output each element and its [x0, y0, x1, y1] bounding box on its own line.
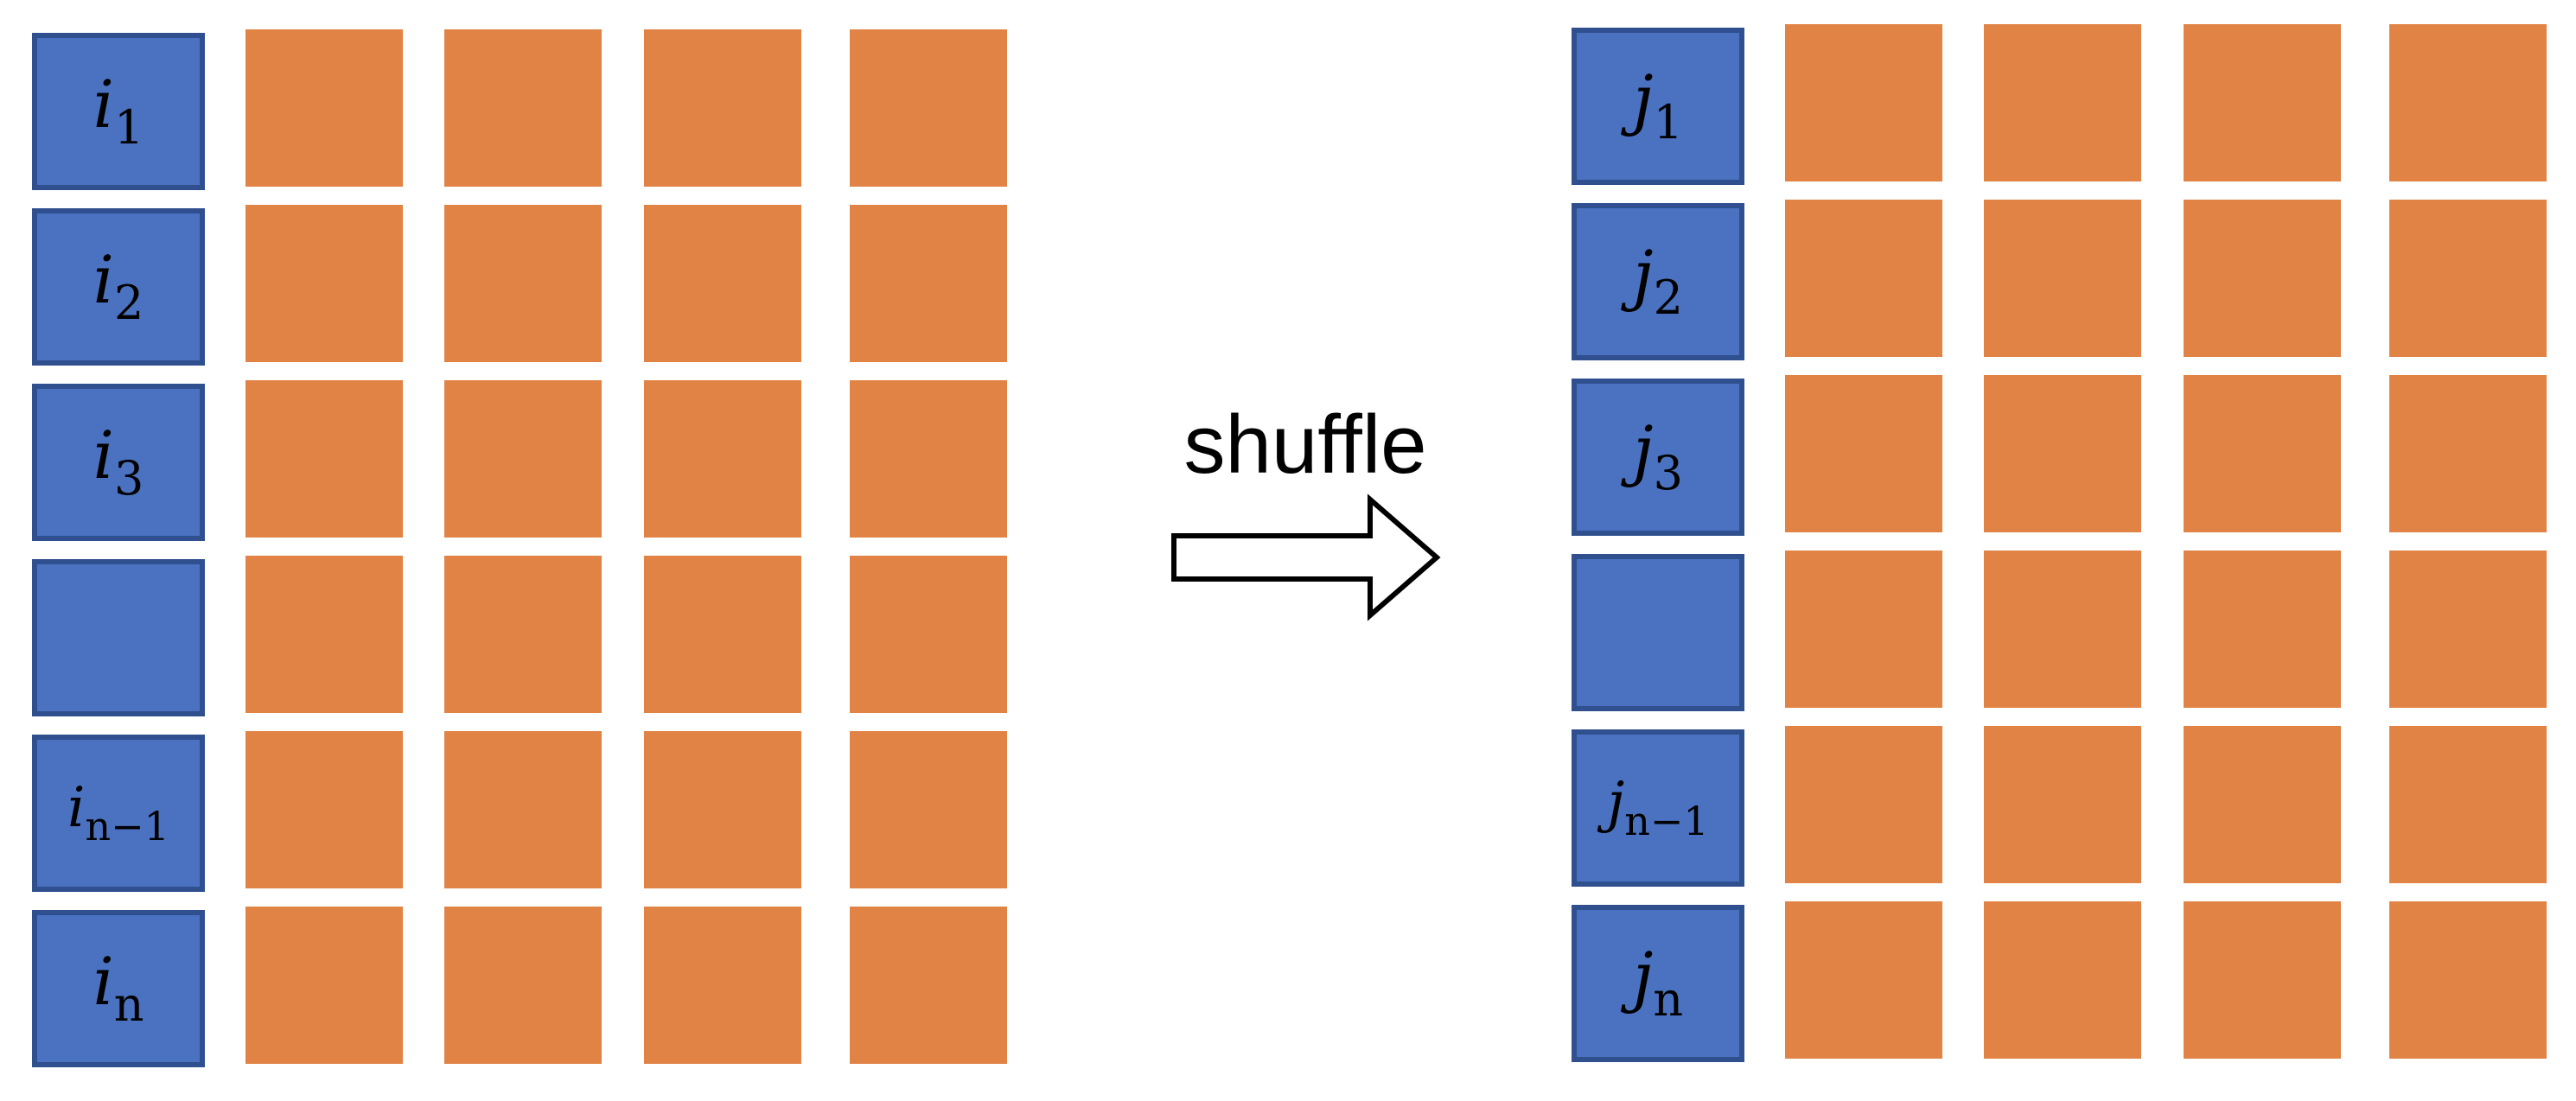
token-cell: [444, 380, 602, 538]
token-cell: [644, 380, 801, 538]
token-cell: [850, 731, 1007, 888]
index-cell: in−1: [32, 735, 205, 892]
token-cell: [2184, 24, 2341, 181]
token-cell: [1984, 726, 2141, 883]
token-cell: [1984, 550, 2141, 708]
token-cell: [1785, 200, 1942, 357]
index-cell: jn: [1572, 905, 1744, 1062]
token-cell: [644, 29, 801, 187]
index-cell: j3: [1572, 379, 1744, 536]
token-cell: [850, 29, 1007, 187]
right-arrow-icon: [1171, 493, 1441, 621]
token-cell: [1984, 375, 2141, 532]
token-cell: [444, 29, 602, 187]
token-cell: [2389, 200, 2547, 357]
token-cell: [1785, 550, 1942, 708]
index-label: jn: [1632, 938, 1684, 1027]
token-cell: [1984, 24, 2141, 181]
token-cell: [245, 556, 403, 713]
index-label: j2: [1633, 236, 1683, 325]
index-cell: j2: [1572, 203, 1744, 360]
token-cell: [245, 29, 403, 187]
shuffle-label: shuffle: [1183, 398, 1427, 491]
token-cell: [2184, 726, 2341, 883]
token-cell: [644, 205, 801, 362]
token-cell: [2389, 375, 2547, 532]
token-cell: [245, 380, 403, 538]
token-cell: [245, 907, 403, 1064]
token-cell: [644, 907, 801, 1064]
index-cell: i2: [32, 208, 205, 366]
token-cell: [1785, 726, 1942, 883]
token-cell: [2389, 726, 2547, 883]
index-cell: in: [32, 910, 205, 1067]
token-cell: [1984, 901, 2141, 1059]
index-label: i1: [92, 66, 144, 155]
index-cell: jn−1: [1572, 729, 1744, 887]
token-cell: [644, 556, 801, 713]
token-cell: [644, 731, 801, 888]
index-cell: i1: [32, 33, 205, 190]
index-label: in: [92, 943, 144, 1032]
token-cell: [245, 205, 403, 362]
token-cell: [1984, 200, 2141, 357]
token-cell: [2389, 550, 2547, 708]
token-cell: [1785, 24, 1942, 181]
index-cell: j1: [1572, 28, 1744, 185]
token-cell: [2184, 200, 2341, 357]
token-cell: [1785, 375, 1942, 532]
token-cell: [850, 556, 1007, 713]
token-cell: [850, 380, 1007, 538]
token-cell: [2389, 901, 2547, 1059]
index-label: i2: [92, 241, 144, 330]
index-label: j1: [1633, 60, 1683, 150]
index-label: j3: [1633, 411, 1683, 500]
token-cell: [2389, 24, 2547, 181]
token-cell: [850, 907, 1007, 1064]
token-cell: [2184, 550, 2341, 708]
index-cell: [1572, 554, 1744, 711]
token-cell: [850, 205, 1007, 362]
token-cell: [1785, 901, 1942, 1059]
token-cell: [444, 731, 602, 888]
index-cell: [32, 559, 205, 716]
token-cell: [2184, 901, 2341, 1059]
index-label: in−1: [67, 775, 169, 850]
index-cell: i3: [32, 384, 205, 541]
token-cell: [245, 731, 403, 888]
token-cell: [444, 907, 602, 1064]
token-cell: [2184, 375, 2341, 532]
token-cell: [444, 556, 602, 713]
index-label: jn−1: [1607, 770, 1709, 845]
index-label: i3: [92, 417, 144, 506]
token-cell: [444, 205, 602, 362]
